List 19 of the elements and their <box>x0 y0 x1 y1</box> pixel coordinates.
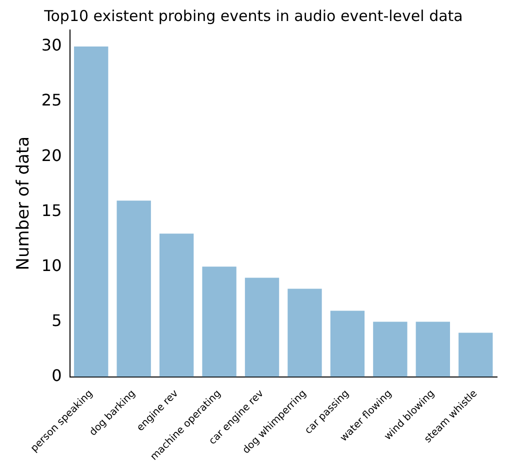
bar <box>74 46 108 377</box>
bar <box>202 266 236 377</box>
chart-title: Top10 existent probing events in audio event-level data <box>43 6 463 25</box>
bar <box>416 322 450 377</box>
y-tick-label: 20 <box>41 146 62 165</box>
bar <box>458 332 493 377</box>
y-tick-label: 10 <box>41 256 62 275</box>
y-tick-label: 30 <box>41 36 62 55</box>
y-tick-label: 25 <box>41 90 62 110</box>
bar <box>288 288 322 377</box>
bar <box>373 322 408 377</box>
bar <box>159 234 194 377</box>
bar <box>330 310 365 377</box>
y-axis-title: Number of data <box>14 136 34 270</box>
y-tick-label: 5 <box>52 310 62 330</box>
bar <box>244 278 280 377</box>
bar <box>116 200 151 377</box>
y-tick-label: 0 <box>52 366 62 385</box>
y-tick-label: 15 <box>41 200 62 220</box>
